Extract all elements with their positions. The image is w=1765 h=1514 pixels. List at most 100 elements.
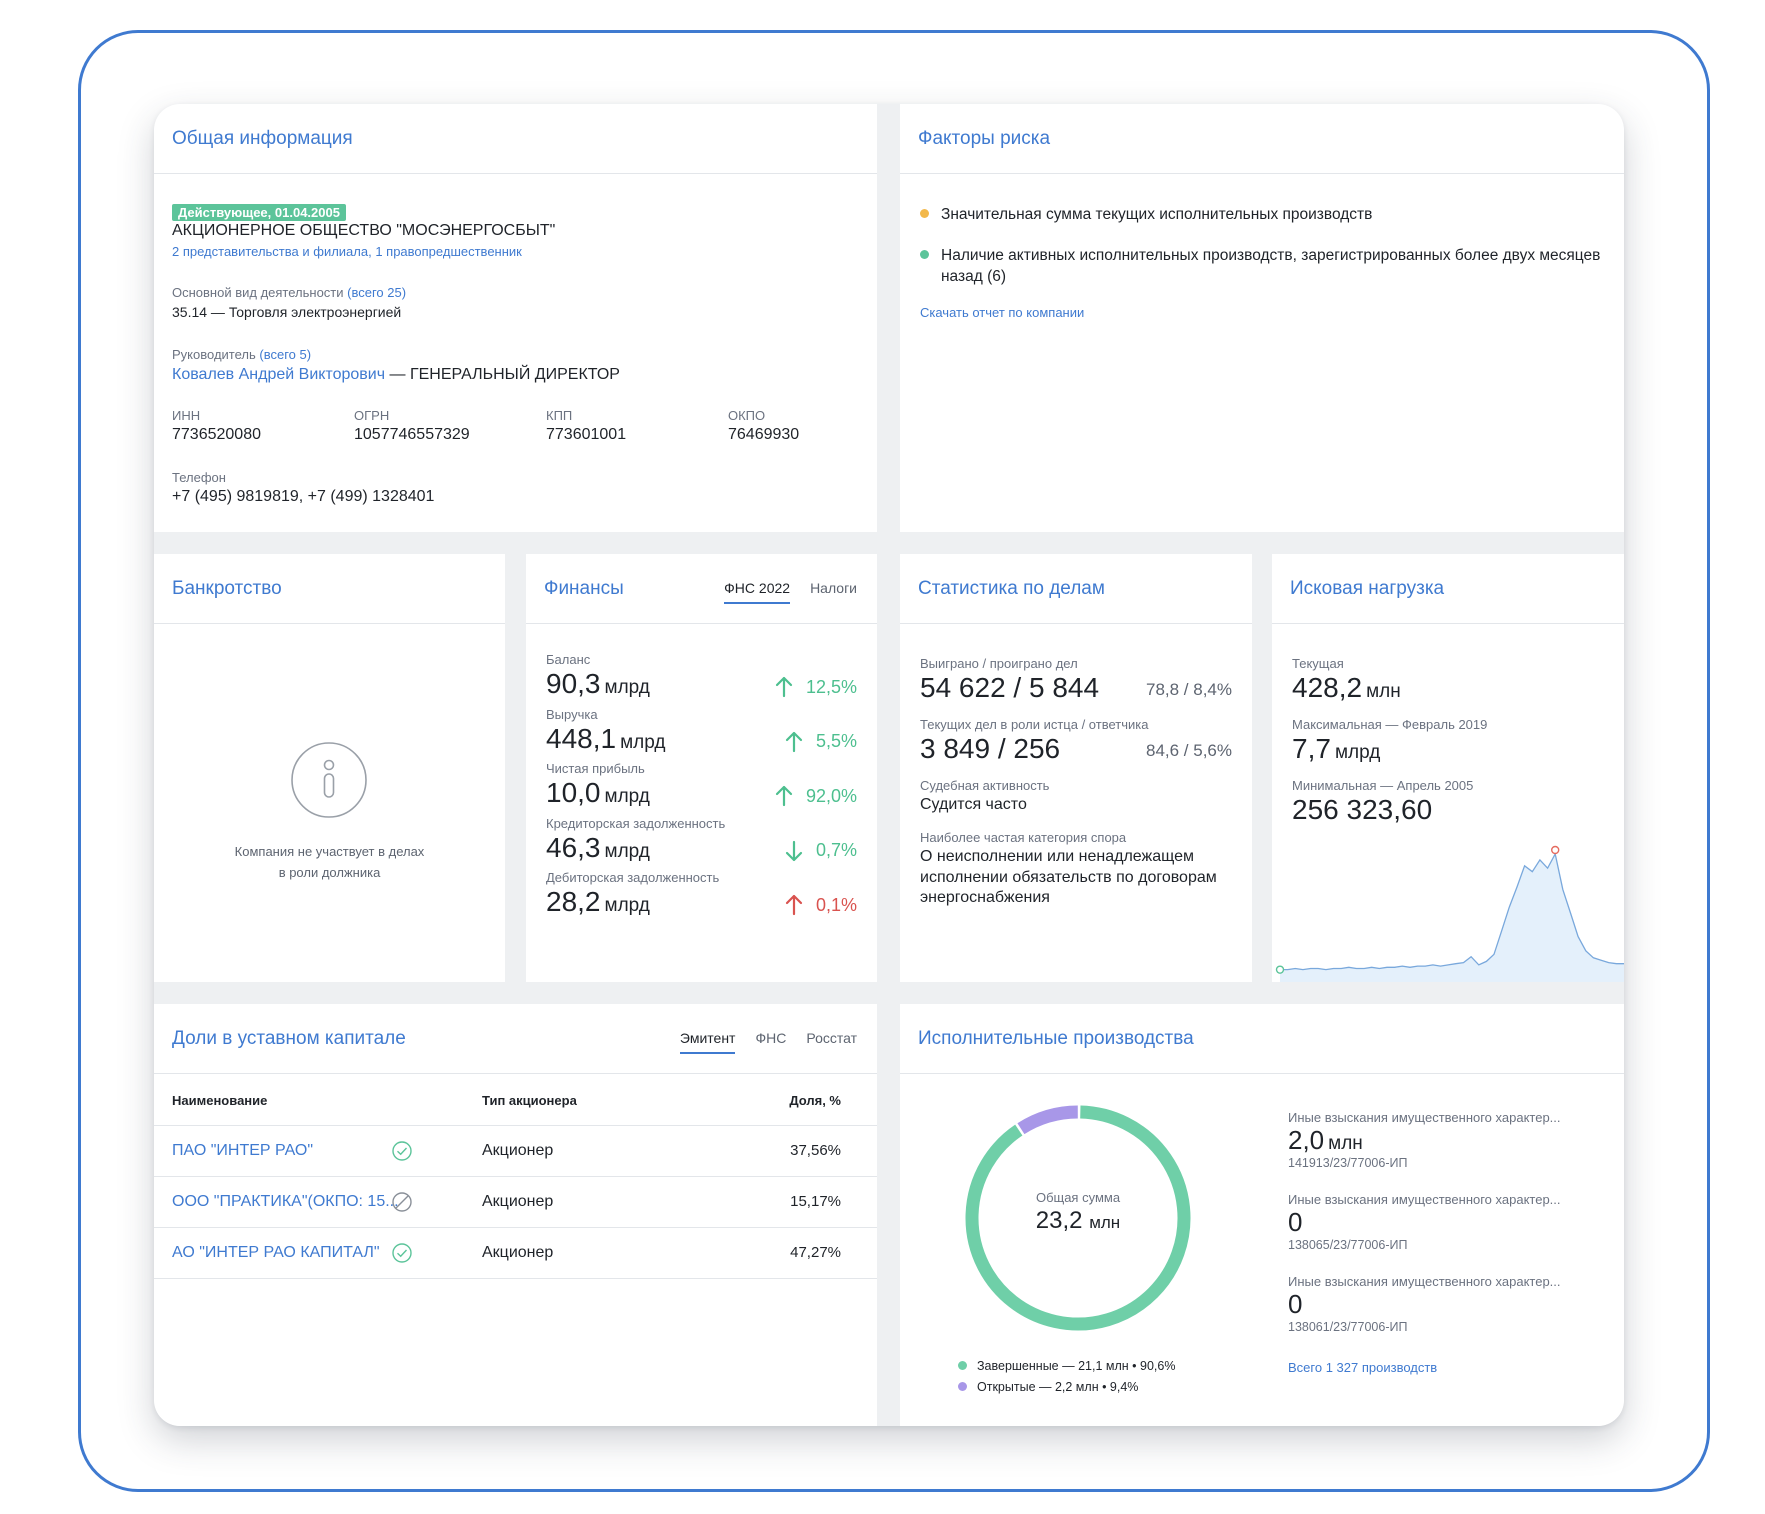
status-badge: Действующее, 01.04.2005 — [172, 204, 346, 221]
case-stats-panel: Статистика по делам Выиграно / проиграно… — [900, 554, 1252, 982]
enforcement-item-label: Иные взыскания имущественного характер..… — [1288, 1274, 1561, 1289]
claims-current-label: Текущая — [1292, 656, 1344, 671]
claims-load-panel: Исковая нагрузка Текущая 428,2 млн Максим… — [1272, 554, 1624, 982]
tab-taxes[interactable]: Налоги — [810, 580, 857, 596]
donut-label: Общая сумма — [1035, 1190, 1121, 1205]
finance-row-label: Выручка — [546, 706, 598, 722]
inn-value: 7736520080 — [172, 426, 261, 443]
finance-row-unit: млрд — [620, 731, 666, 753]
ogrn-value: 1057746557329 — [354, 426, 470, 443]
won-lost-value: 54 622 / 5 844 — [920, 672, 1100, 703]
blocked-circle-icon — [392, 1192, 412, 1217]
arrow-up-icon — [774, 785, 794, 807]
risk-item: Значительная сумма текущих исполнительны… — [920, 204, 1372, 225]
okpo-label: ОКПО — [728, 408, 766, 423]
finance-row-unit: млрд — [604, 786, 650, 807]
enforcement-item-number: 138061/23/77006-ИП — [1288, 1320, 1408, 1334]
enforcement-item-number: 141913/23/77006-ИП — [1288, 1156, 1408, 1170]
enforcement-item-unit: млн — [1328, 1133, 1363, 1154]
head-row: Ковалев Андрей Викторович — ГЕНЕРАЛЬНЫЙ … — [172, 366, 620, 384]
finance-row-value-row: 46,3 млрд — [546, 832, 650, 864]
head-total-link[interactable]: (всего 5) — [259, 347, 312, 362]
finance-row-unit: млрд — [604, 677, 650, 698]
head-name-link[interactable]: Ковалев Андрей Викторович — [172, 366, 386, 383]
donut-value-row: 23,2 млн — [960, 1207, 1196, 1235]
claims-current-unit: млн — [1366, 681, 1401, 702]
bankruptcy-panel: Банкротство Компания не участвует в дела… — [154, 554, 505, 982]
table-row[interactable]: ООО "ПРАКТИКА"(ОКПО: 15... Акционер 15,17% — [154, 1177, 877, 1228]
head-role: — ГЕНЕРАЛЬНЫЙ ДИРЕКТОР — [385, 366, 620, 383]
activity-label-row: Основной вид деятельности (всего 25) — [172, 285, 406, 300]
column-header-type[interactable]: Тип акционера — [482, 1093, 577, 1108]
risk-item-text: Значительная сумма текущих исполнительны… — [941, 206, 1373, 223]
enforcement-item-value: 0 — [1288, 1289, 1303, 1319]
finance-row-change: 0,7% — [784, 840, 857, 862]
tab-issuer[interactable]: Эмитент — [679, 1030, 736, 1054]
finance-row: Дебиторская задолженность 28,2 млрд 0,1% — [546, 870, 857, 930]
check-circle-icon — [392, 1243, 412, 1268]
case-stats-header: Статистика по делам — [900, 554, 1252, 624]
tab-fns-2022[interactable]: ФНС 2022 — [724, 580, 791, 604]
risk-dot-yellow — [920, 209, 929, 218]
enforcement-item-label: Иные взыскания имущественного характер..… — [1288, 1192, 1561, 1207]
won-lost-pct: 78,8 / 8,4% — [1145, 680, 1232, 699]
sparkline-min-point — [1275, 965, 1285, 974]
column-header-name[interactable]: Наименование — [172, 1093, 268, 1108]
company-dashboard-card: Общая информация Действующее, 01.04.2005… — [154, 104, 1624, 1426]
finance-row: Кредиторская задолженность 46,3 млрд 0,7% — [546, 816, 857, 876]
enforcement-item[interactable]: Иные взыскания имущественного характер..… — [1288, 1192, 1561, 1252]
activity-total-link[interactable]: (всего 25) — [347, 285, 407, 300]
tab-rosstat[interactable]: Росстат — [806, 1030, 857, 1046]
kpp-value: 773601001 — [546, 426, 627, 443]
finance-row-change: 92,0% — [774, 785, 857, 807]
arrow-up-icon — [774, 676, 794, 698]
enforcement-item[interactable]: Иные взыскания имущественного характер..… — [1288, 1110, 1561, 1170]
shareholder-type: Акционер — [482, 1244, 554, 1261]
column-header-share[interactable]: Доля, % — [789, 1093, 841, 1108]
risk-item-text: Наличие активных исполнительных производ… — [941, 247, 1601, 285]
claims-min-value: 256 323,60 — [1292, 794, 1433, 825]
shareholder-name-link[interactable]: ПАО "ИНТЕР РАО" — [172, 1142, 314, 1159]
arrow-up-icon — [784, 731, 804, 753]
shares-header: Доли в уставном капитале Эмитент ФНС Рос… — [154, 1004, 877, 1074]
finance-tabs: ФНС 2022 Налоги — [724, 580, 857, 604]
finance-row-change: 5,5% — [784, 731, 857, 753]
enforcement-item-number: 138065/23/77006-ИП — [1288, 1238, 1408, 1252]
branches-link[interactable]: 2 представительства и филиала, 1 правопр… — [172, 244, 522, 259]
legend-item-open: Открытые — 2,2 млн • 9,4% — [958, 1377, 1175, 1398]
finance-header: Финансы ФНС 2022 Налоги — [526, 554, 877, 624]
info-icon — [290, 741, 368, 824]
finance-row-change-value: 5,5% — [815, 731, 857, 751]
claims-title: Исковая нагрузка — [1290, 578, 1445, 599]
risk-title: Факторы риска — [918, 128, 1051, 149]
table-row[interactable]: ПАО "ИНТЕР РАО" Акционер 37,56% — [154, 1126, 877, 1177]
company-name: АКЦИОНЕРНОЕ ОБЩЕСТВО "МОСЭНЕРГОСБЫТ" — [172, 222, 556, 239]
activity-label: Основной вид деятельности — [172, 285, 344, 300]
current-cases-pct: 84,6 / 5,6% — [1145, 741, 1232, 760]
finance-row-change-value: 0,1% — [815, 894, 857, 915]
claims-max-unit: млрд — [1334, 742, 1381, 763]
finance-row-change: 12,5% — [774, 676, 857, 698]
table-row[interactable]: АО "ИНТЕР РАО КАПИТАЛ" Акционер 47,27% — [154, 1228, 877, 1279]
download-report-link[interactable]: Скачать отчет по компании — [920, 305, 1085, 320]
donut-slice-completed[interactable] — [965, 1105, 1191, 1331]
court-activity-label: Судебная активность — [920, 778, 1050, 793]
legend-dot-completed — [958, 1361, 967, 1370]
shareholder-type: Акционер — [482, 1142, 554, 1159]
donut-slice-open[interactable] — [1017, 1105, 1078, 1135]
phone-label: Телефон — [172, 470, 226, 485]
shareholder-name-link[interactable]: ООО "ПРАКТИКА"(ОКПО: 15... — [172, 1193, 399, 1210]
arrow-down-icon — [784, 840, 804, 862]
total-enforcement-link[interactable]: Всего 1 327 производств — [1288, 1360, 1438, 1375]
enforcement-item[interactable]: Иные взыскания имущественного характер..… — [1288, 1274, 1561, 1334]
shareholder-name-link[interactable]: АО "ИНТЕР РАО КАПИТАЛ" — [172, 1244, 380, 1261]
legend-dot-open — [958, 1382, 967, 1391]
claims-header: Исковая нагрузка — [1272, 554, 1624, 624]
enforcement-item-value-row: 0 — [1288, 1289, 1561, 1320]
phone-value: +7 (495) 9819819, +7 (499) 1328401 — [172, 488, 435, 505]
sparkline-area — [1280, 854, 1624, 982]
finance-row: Баланс 90,3 млрд 12,5% — [546, 652, 857, 712]
shareholder-share: 47,27% — [790, 1244, 841, 1261]
finance-row-change-value: 12,5% — [805, 676, 857, 697]
tab-fns[interactable]: ФНС — [755, 1030, 787, 1046]
